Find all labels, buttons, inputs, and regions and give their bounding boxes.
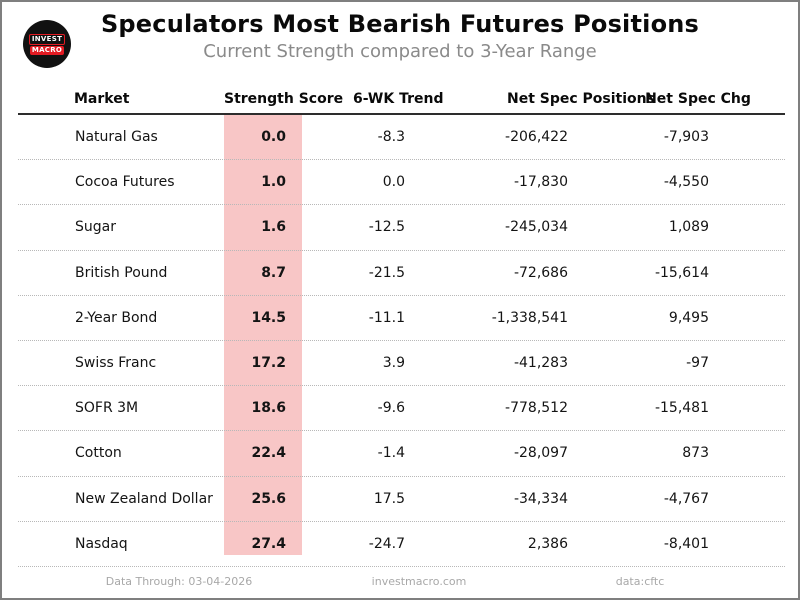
logo-invest-text: INVEST <box>28 33 66 45</box>
strength-score-cell: 27.4 <box>251 535 286 552</box>
strength-score-band <box>224 113 302 555</box>
investmacro-logo-icon: INVEST MACRO <box>23 20 71 68</box>
market-cell: Cocoa Futures <box>75 174 175 191</box>
trend-cell: -21.5 <box>368 264 405 281</box>
table-row: Natural Gas 0.0 -8.3 -206,422 -7,903 <box>18 115 785 161</box>
page-title: Speculators Most Bearish Futures Positio… <box>100 10 700 38</box>
market-cell: SOFR 3M <box>75 400 139 417</box>
strength-score-cell: 8.7 <box>261 264 286 281</box>
strength-score-cell: 25.6 <box>251 490 286 507</box>
col-header-market: Market <box>74 91 130 107</box>
chg-cell: -7,903 <box>663 129 709 146</box>
trend-cell: -9.6 <box>377 400 405 417</box>
positions-cell: -34,334 <box>513 490 568 507</box>
market-cell: Cotton <box>75 445 122 462</box>
futures-table: Market Strength Score 6-WK Trend Net Spe… <box>18 85 785 567</box>
trend-cell: 3.9 <box>382 355 405 372</box>
strength-score-cell: 1.0 <box>261 174 286 191</box>
table-row: Sugar 1.6 -12.5 -245,034 1,089 <box>18 205 785 251</box>
positions-cell: -72,686 <box>513 264 568 281</box>
positions-cell: 2,386 <box>527 535 568 552</box>
table-row: New Zealand Dollar 25.6 17.5 -34,334 -4,… <box>18 477 785 522</box>
chg-cell: -15,481 <box>654 400 709 417</box>
col-header-trend: 6-WK Trend <box>353 91 444 107</box>
market-cell: New Zealand Dollar <box>75 490 213 507</box>
market-cell: 2-Year Bond <box>75 309 158 326</box>
strength-score-cell: 1.6 <box>261 219 286 236</box>
table-row: British Pound 8.7 -21.5 -72,686 -15,614 <box>18 251 785 296</box>
chg-cell: -4,767 <box>663 490 709 507</box>
footer-data-through: Data Through: 03-04-2026 <box>105 575 253 588</box>
footer-source: data:cftc <box>615 575 665 588</box>
chg-cell: -97 <box>686 355 709 372</box>
positions-cell: -41,283 <box>513 355 568 372</box>
positions-cell: -206,422 <box>505 129 568 146</box>
trend-cell: 0.0 <box>382 174 405 191</box>
strength-score-cell: 18.6 <box>251 400 286 417</box>
chg-cell: -8,401 <box>663 535 709 552</box>
chg-cell: -15,614 <box>654 264 709 281</box>
strength-score-cell: 17.2 <box>251 355 286 372</box>
market-cell: British Pound <box>75 264 168 281</box>
table-row: Cotton 22.4 -1.4 -28,097 873 <box>18 431 785 477</box>
strength-score-cell: 0.0 <box>261 129 286 146</box>
trend-cell: -8.3 <box>377 129 405 146</box>
positions-cell: -1,338,541 <box>491 309 568 326</box>
chg-cell: 873 <box>682 445 709 462</box>
table-row: Cocoa Futures 1.0 0.0 -17,830 -4,550 <box>18 160 785 206</box>
page-subtitle: Current Strength compared to 3-Year Rang… <box>203 41 597 62</box>
trend-cell: -12.5 <box>368 219 405 236</box>
positions-cell: -28,097 <box>513 445 568 462</box>
table-header-row: Market Strength Score 6-WK Trend Net Spe… <box>18 85 785 115</box>
col-header-chg: Net Spec Chg <box>645 91 751 107</box>
chg-cell: -4,550 <box>663 174 709 191</box>
table-row: Swiss Franc 17.2 3.9 -41,283 -97 <box>18 341 785 387</box>
trend-cell: -1.4 <box>377 445 405 462</box>
strength-score-cell: 14.5 <box>251 309 286 326</box>
trend-cell: 17.5 <box>373 490 405 507</box>
market-cell: Sugar <box>75 219 116 236</box>
market-cell: Natural Gas <box>75 129 158 146</box>
table-row: SOFR 3M 18.6 -9.6 -778,512 -15,481 <box>18 386 785 432</box>
market-cell: Swiss Franc <box>75 355 157 372</box>
positions-cell: -778,512 <box>505 400 568 417</box>
strength-score-cell: 22.4 <box>251 445 286 462</box>
market-cell: Nasdaq <box>75 535 128 552</box>
trend-cell: -11.1 <box>368 309 405 326</box>
trend-cell: -24.7 <box>368 535 405 552</box>
logo-macro-text: MACRO <box>29 45 65 55</box>
col-header-strength: Strength Score <box>224 91 344 107</box>
table-row: Nasdaq 27.4 -24.7 2,386 -8,401 <box>18 522 785 567</box>
positions-cell: -17,830 <box>513 174 568 191</box>
table-body: Natural Gas 0.0 -8.3 -206,422 -7,903 Coc… <box>18 115 785 567</box>
chg-cell: 1,089 <box>668 219 709 236</box>
positions-cell: -245,034 <box>505 219 568 236</box>
table-row: 2-Year Bond 14.5 -11.1 -1,338,541 9,495 <box>18 296 785 341</box>
col-header-positions: Net Spec Positions <box>507 91 655 107</box>
chg-cell: 9,495 <box>668 309 709 326</box>
footer-website: investmacro.com <box>371 575 467 588</box>
